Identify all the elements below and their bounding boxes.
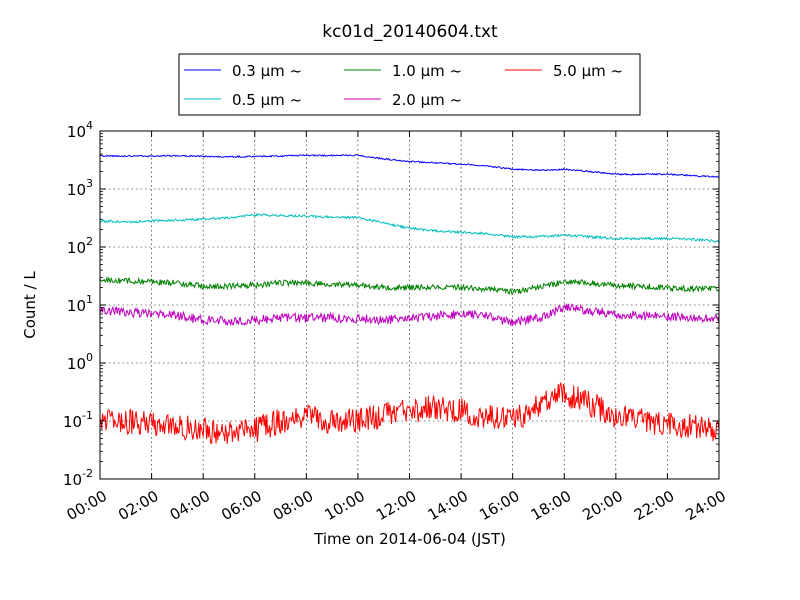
y-tick-label: 102 [67, 235, 93, 257]
legend-label: 2.0 μm ~ [392, 91, 462, 109]
chart-title: kc01d_20140604.txt [322, 22, 498, 42]
data-series [100, 153, 719, 445]
y-axis-label: Count / L [21, 271, 39, 339]
legend-entries: 0.3 μm ~ 0.5 μm ~ 1.0 μm ~ 2.0 μm ~ 5.0 μm ~ [184, 62, 623, 109]
legend-label: 1.0 μm ~ [392, 62, 462, 80]
axis-ticks [99, 130, 720, 480]
series-line-0 [100, 153, 719, 178]
legend-frame [178, 53, 641, 116]
y-tick-label: 10-1 [63, 409, 93, 431]
legend-label: 0.3 μm ~ [232, 62, 302, 80]
y-tick-label: 104 [67, 119, 93, 141]
y-tick-label: 101 [67, 293, 93, 315]
legend-label: 5.0 μm ~ [553, 62, 623, 80]
y-axis-tick-labels: 10-2 10-1 100 101 102 103 104 [63, 119, 93, 489]
legend: 0.3 μm ~ 0.5 μm ~ 1.0 μm ~ 2.0 μm ~ 5.0 μm ~ [178, 53, 641, 116]
series-line-4 [100, 382, 719, 445]
y-tick-label: 103 [67, 177, 93, 199]
legend-label: 0.5 μm ~ [232, 91, 302, 109]
series-line-1 [100, 212, 719, 243]
y-tick-label: 10-2 [63, 467, 93, 489]
series-line-3 [100, 303, 719, 327]
y-tick-label: 100 [67, 351, 93, 373]
x-axis-label: Time on 2014-06-04 (JST) [313, 530, 506, 548]
series-line-2 [100, 276, 719, 295]
